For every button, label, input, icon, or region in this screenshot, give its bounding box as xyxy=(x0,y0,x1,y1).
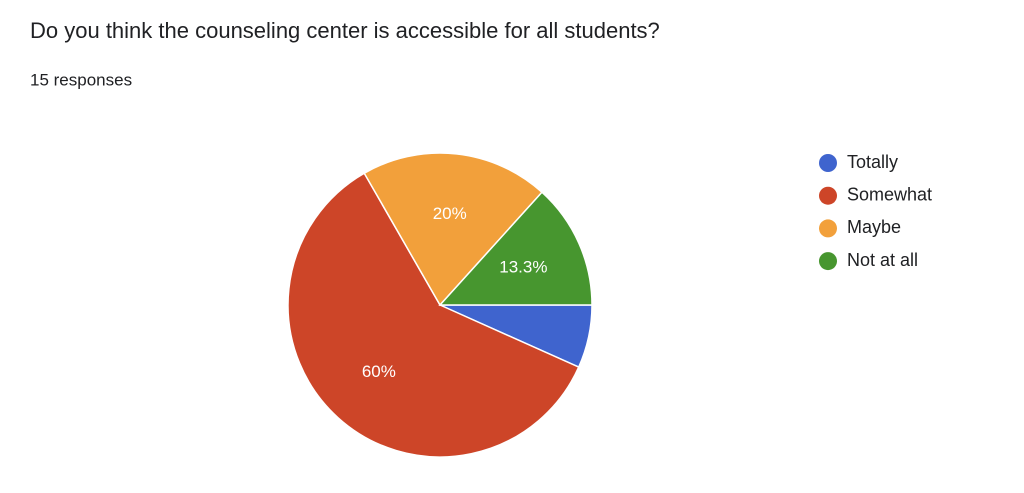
chart-title: Do you think the counseling center is ac… xyxy=(30,18,660,43)
legend-swatch xyxy=(819,186,837,205)
slice-label: 13.3% xyxy=(499,257,547,276)
chart-subtitle: 15 responses xyxy=(30,70,132,89)
slice-label: 20% xyxy=(433,204,467,223)
legend-label: Not at all xyxy=(847,250,918,270)
pie-slice xyxy=(438,191,593,306)
pie-slice xyxy=(287,172,580,458)
legend-swatch xyxy=(819,252,837,271)
legend-label: Somewhat xyxy=(847,184,932,204)
legend-swatch xyxy=(819,154,837,172)
slice-label: 60% xyxy=(362,362,396,381)
pie-slice xyxy=(363,152,544,307)
legend-label: Maybe xyxy=(847,217,901,237)
legend-swatch xyxy=(819,219,837,238)
legend-label: Totally xyxy=(847,152,898,172)
